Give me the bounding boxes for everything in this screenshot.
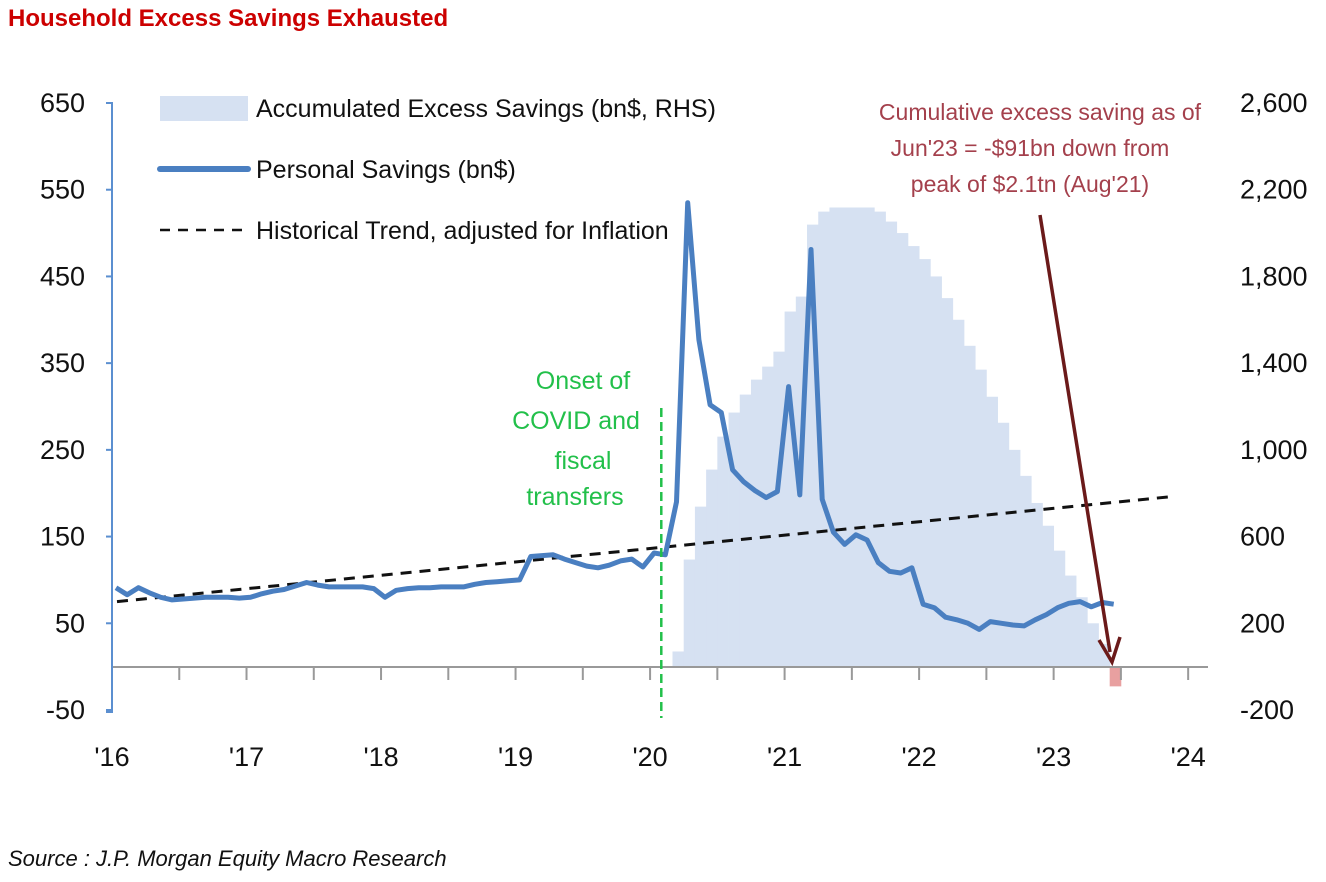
excess-savings-bar	[672, 651, 685, 667]
y-left-axis-line	[106, 102, 113, 713]
excess-savings-bar	[773, 351, 785, 667]
excess-savings-area	[672, 207, 1122, 687]
excess-savings-bar	[919, 259, 931, 667]
annotation-line-3: peak of $2.1tn (Aug'21)	[911, 171, 1149, 197]
covid-annotation-line-2: COVID and	[512, 407, 640, 435]
y-left-tick-label: 650	[40, 88, 85, 118]
y-right-tick-label: 1,000	[1240, 435, 1308, 465]
legend-label-personal-savings: Personal Savings (bn$)	[256, 156, 516, 184]
x-tick-label: '22	[902, 742, 937, 772]
excess-savings-bar	[941, 298, 954, 667]
y-left-tick-label: -50	[46, 695, 85, 725]
excess-savings-bar	[750, 379, 763, 667]
x-tick-label: '17	[229, 742, 264, 772]
excess-savings-bar	[1076, 597, 1088, 667]
chart-title: Household Excess Savings Exhausted	[8, 5, 448, 32]
x-axis-ticks	[111, 667, 1190, 680]
excess-savings-bar	[683, 559, 696, 667]
excess-savings-bar	[885, 221, 898, 667]
y-right-tick-label: 2,200	[1240, 175, 1308, 205]
annotation-arrow	[1038, 214, 1122, 667]
excess-savings-bar	[807, 224, 819, 667]
excess-savings-bar	[907, 246, 920, 667]
legend-swatch-excess-savings	[160, 96, 248, 121]
y-right-tick-labels: 2,600 2,200 1,800 1,400 1,000 600 200 -200	[1240, 88, 1308, 725]
excess-savings-bar	[1109, 666, 1122, 687]
y-right-tick-label: 200	[1240, 608, 1285, 638]
y-left-tick-label: 350	[40, 348, 85, 378]
x-tick-label: '19	[498, 742, 533, 772]
x-tick-label: '23	[1036, 742, 1071, 772]
excess-savings-bar	[694, 506, 707, 667]
excess-savings-bar	[818, 211, 830, 667]
personal-savings-line	[114, 200, 1115, 632]
y-left-tick-label: 50	[55, 608, 85, 638]
x-tick-label: '21	[767, 742, 802, 772]
excess-savings-bar	[986, 396, 998, 667]
excess-savings-bar	[851, 207, 864, 667]
excess-savings-bar	[1031, 502, 1043, 667]
excess-savings-bar	[930, 276, 942, 667]
excess-savings-bar	[1020, 475, 1032, 667]
y-left-tick-label: 550	[40, 175, 85, 205]
excess-savings-bar	[1042, 525, 1055, 667]
excess-savings-bar	[863, 207, 875, 667]
y-right-tick-label: 1,400	[1240, 348, 1308, 378]
excess-savings-bar	[739, 394, 752, 667]
x-tick-label: '24	[1171, 742, 1206, 772]
historical-trend-line	[116, 495, 1171, 604]
y-left-tick-label: 150	[40, 522, 85, 552]
x-tick-label: '20	[632, 742, 667, 772]
excess-savings-bar	[829, 207, 842, 667]
y-right-tick-label: 600	[1240, 522, 1285, 552]
x-tick-label: '16	[94, 742, 129, 772]
excess-savings-bar	[874, 211, 886, 667]
excess-savings-bar	[896, 233, 909, 667]
legend-label-excess-savings: Accumulated Excess Savings (bn$, RHS)	[256, 95, 716, 123]
covid-annotation-line-4: transfers	[526, 483, 623, 511]
y-left-tick-label: 250	[40, 435, 85, 465]
source-note: Source : J.P. Morgan Equity Macro Resear…	[8, 846, 447, 871]
excess-savings-bar	[963, 345, 976, 667]
annotation-line-1: Cumulative excess saving as of	[879, 99, 1202, 125]
excess-savings-bar	[840, 207, 853, 667]
covid-annotation-line-3: fiscal	[555, 447, 612, 475]
covid-annotation: Onset of COVID and fiscal transfers	[512, 367, 640, 511]
y-right-tick-label: 1,800	[1240, 261, 1308, 291]
excess-savings-annotation: Cumulative excess saving as of Jun'23 = …	[879, 99, 1202, 197]
y-right-tick-label: 2,600	[1240, 88, 1308, 118]
excess-savings-bar	[784, 311, 797, 667]
excess-savings-bar	[952, 319, 965, 667]
excess-savings-bar	[1008, 449, 1021, 667]
excess-savings-bar	[1098, 643, 1111, 667]
x-tick-label: '18	[363, 742, 398, 772]
y-left-tick-marks	[106, 102, 112, 711]
excess-savings-bar	[762, 366, 774, 667]
excess-savings-bar	[1064, 575, 1077, 667]
annotation-line-2: Jun'23 = -$91bn down from	[891, 135, 1170, 161]
legend: Accumulated Excess Savings (bn$, RHS) Pe…	[157, 95, 716, 245]
excess-savings-bar	[975, 369, 987, 667]
y-left-tick-label: 450	[40, 261, 85, 291]
excess-savings-bar	[706, 469, 718, 667]
excess-savings-bar	[1087, 623, 1099, 667]
excess-savings-bar	[728, 412, 741, 667]
legend-label-trend: Historical Trend, adjusted for Inflation	[256, 217, 669, 245]
covid-annotation-line-1: Onset of	[536, 367, 631, 395]
y-right-tick-label: -200	[1240, 695, 1294, 725]
x-tick-labels: '16 '17 '18 '19 '20 '21 '22 '23 '24	[94, 742, 1205, 772]
excess-savings-bar	[997, 422, 1010, 667]
y-left-tick-labels: 650 550 450 350 250 150 50 -50	[40, 88, 85, 725]
excess-savings-bar	[717, 436, 729, 667]
